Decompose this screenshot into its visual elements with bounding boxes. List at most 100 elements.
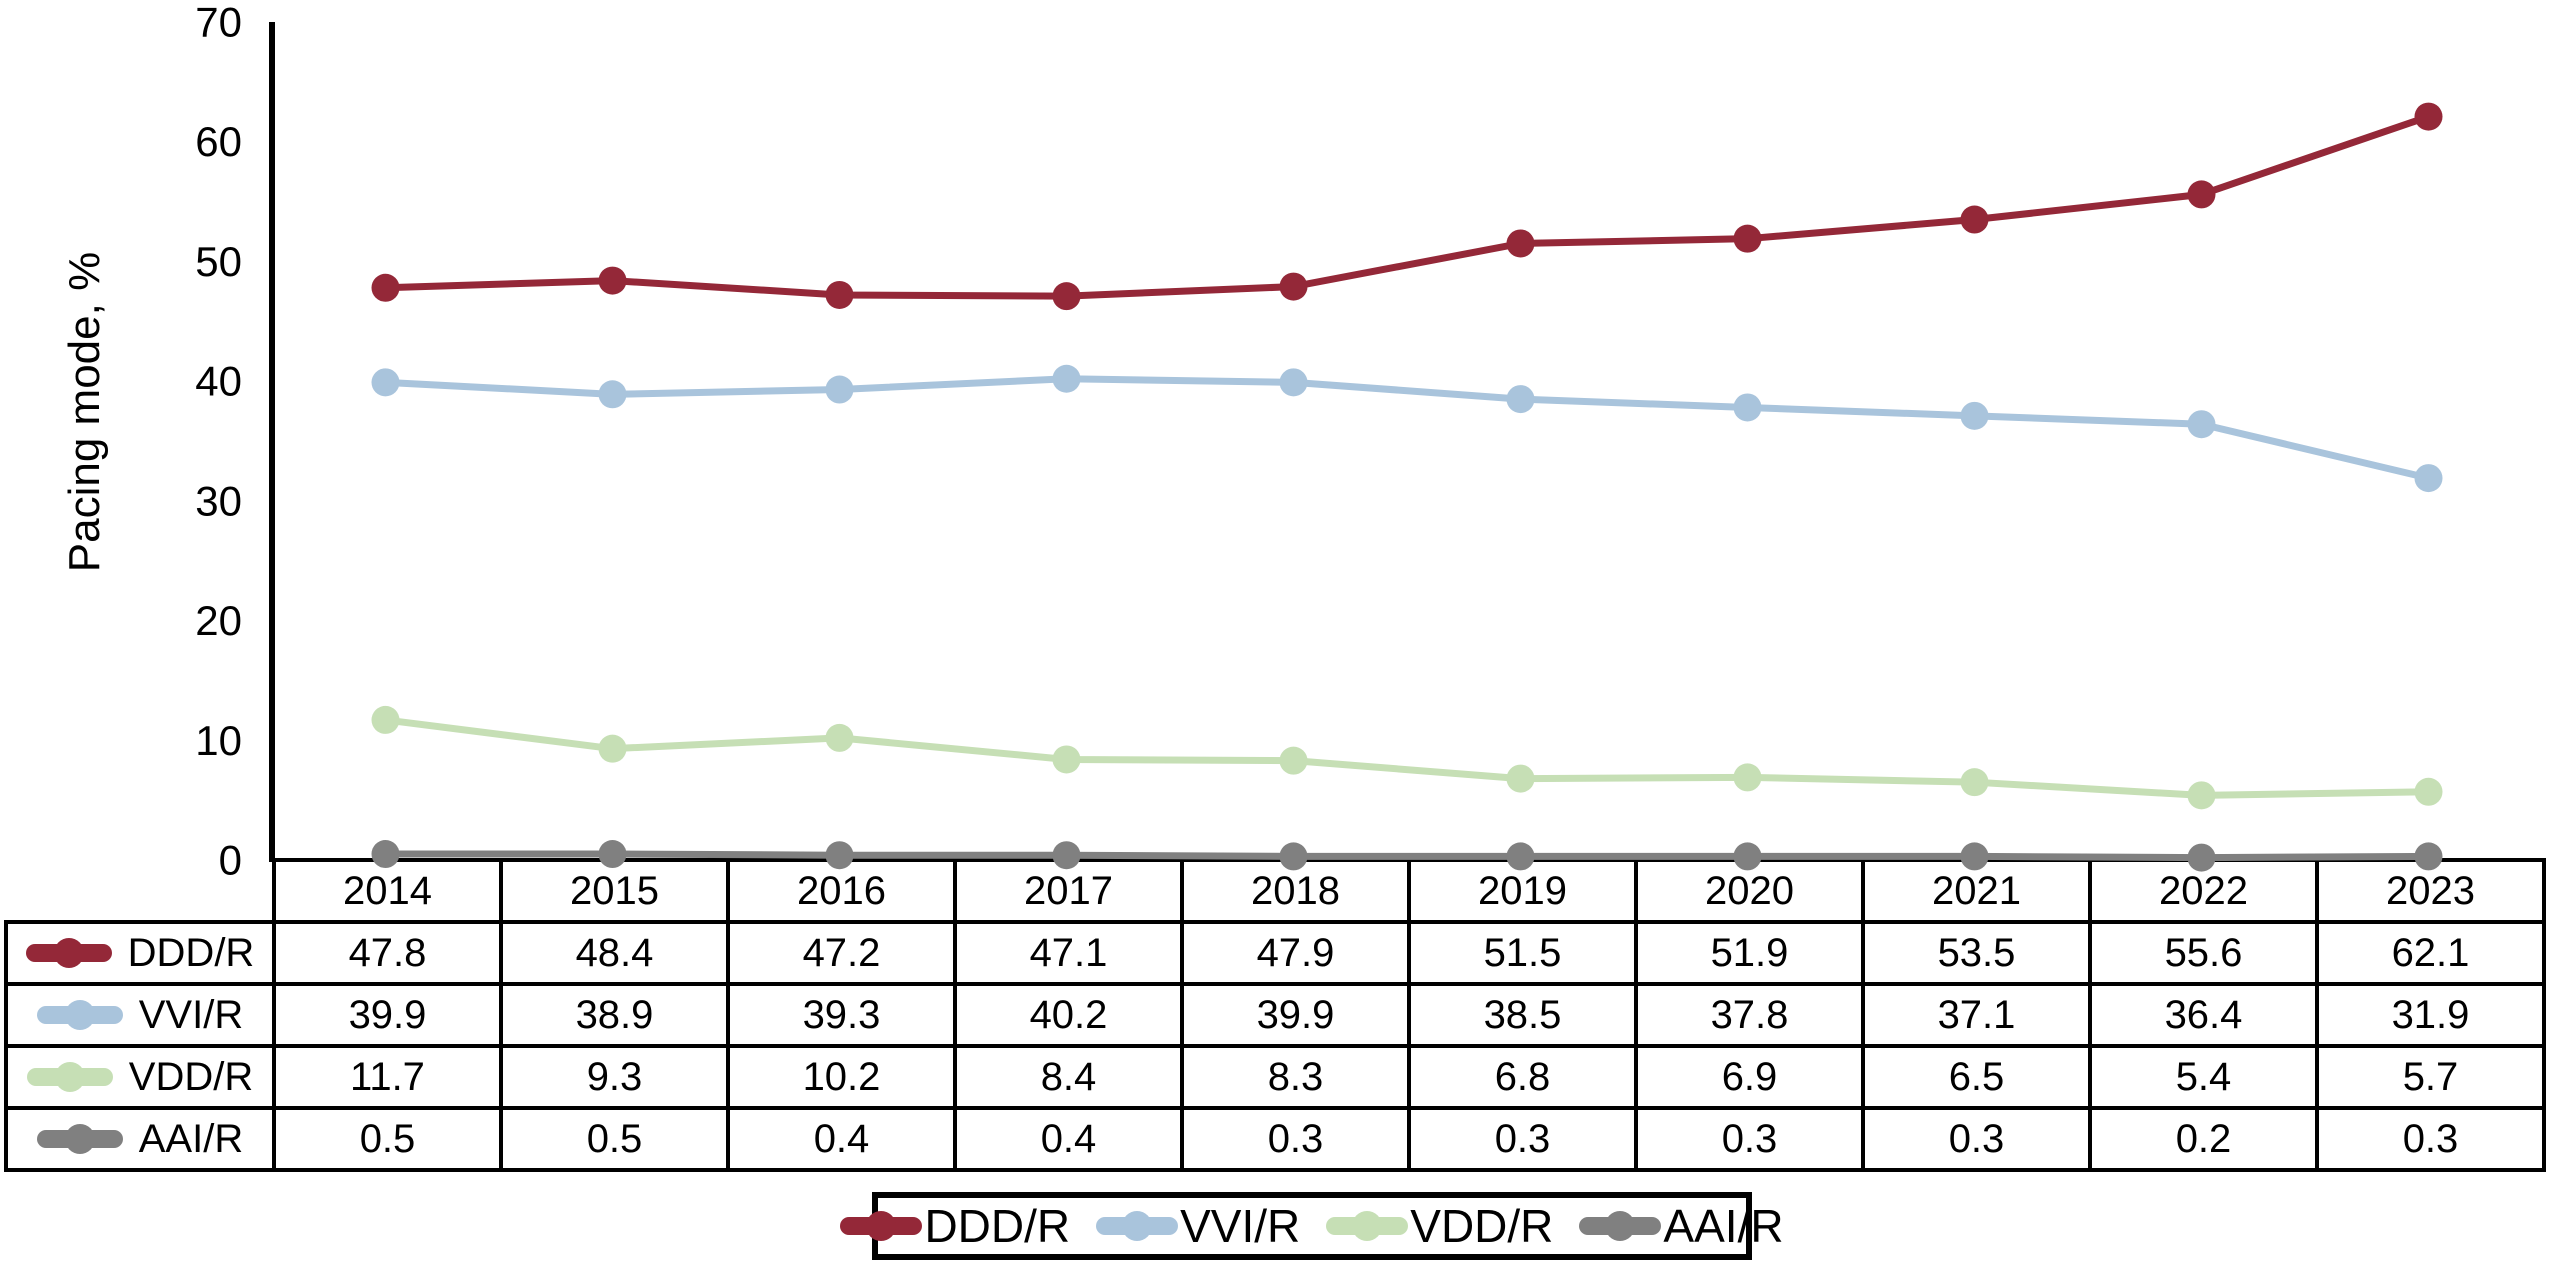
table-cell-aai-r-2023: 0.3 <box>2315 1106 2546 1172</box>
table-cell-vvi-r-2014: 39.9 <box>272 982 503 1048</box>
table-row-aai-r: AAI/R 0.5 0.5 0.4 0.4 0.3 0.3 0.3 0.3 0.2 0.3 <box>4 1106 2546 1172</box>
table-cell-vdd-r-2016: 10.2 <box>726 1044 957 1110</box>
legend-label-aai-r: AAI/R <box>1663 1200 1784 1252</box>
legend-label-vdd-r: VDD/R <box>1410 1200 1554 1252</box>
table-cell-vdd-r-2020: 6.9 <box>1634 1044 1865 1110</box>
y-tick-label-30: 30 <box>195 477 242 524</box>
data-point-ddd-r-2015 <box>598 266 627 295</box>
y-axis-title: Pacing mode, % <box>60 251 109 573</box>
year-header-2015: 2015 <box>499 858 730 924</box>
table-cell-aai-r-2016: 0.4 <box>726 1106 957 1172</box>
y-tick-label-50: 50 <box>195 238 242 285</box>
table-cell-ddd-r-2019: 51.5 <box>1407 920 1638 986</box>
table-cell-vdd-r-2015: 9.3 <box>499 1044 730 1110</box>
table-cell-vdd-r-2019: 6.8 <box>1407 1044 1638 1110</box>
data-point-vvi-r-2015 <box>598 380 627 409</box>
data-point-vdd-r-2018 <box>1279 746 1308 775</box>
data-point-vvi-r-2023 <box>2414 464 2443 493</box>
data-point-ddd-r-2023 <box>2414 102 2443 131</box>
year-header-2014: 2014 <box>272 858 503 924</box>
series-name-label: AAI/R <box>138 1117 244 1161</box>
data-point-ddd-r-2019 <box>1506 229 1535 258</box>
table-cell-vvi-r-2022: 36.4 <box>2088 982 2319 1048</box>
legend-label-vvi-r: VVI/R <box>1180 1200 1301 1252</box>
table-cell-aai-r-2014: 0.5 <box>272 1106 503 1172</box>
legend-label-ddd-r: DDD/R <box>924 1200 1071 1252</box>
table-cell-vvi-r-2019: 38.5 <box>1407 982 1638 1048</box>
table-cell-vvi-r-2020: 37.8 <box>1634 982 1865 1048</box>
legend-item-vvi-r: VVI/R <box>1096 1203 1300 1249</box>
data-point-vvi-r-2014 <box>371 368 400 397</box>
year-header-2021: 2021 <box>1861 858 2092 924</box>
table-cell-aai-r-2018: 0.3 <box>1180 1106 1411 1172</box>
line-marker-icon-legend-vdd-r <box>1326 1210 1409 1242</box>
year-header-2020: 2020 <box>1634 858 1865 924</box>
table-cell-aai-r-2022: 0.2 <box>2088 1106 2319 1172</box>
legend-item-vdd-r: VDD/R <box>1326 1203 1553 1249</box>
table-cell-vdd-r-2022: 5.4 <box>2088 1044 2319 1110</box>
data-point-vdd-r-2015 <box>598 734 627 763</box>
data-table: 2014 2015 2016 2017 2018 2019 2020 2021 2022 2023… <box>4 858 2546 1172</box>
data-point-vvi-r-2022 <box>2187 410 2216 439</box>
y-tick-label-40: 40 <box>195 358 242 405</box>
y-tick-label-10: 10 <box>195 717 242 764</box>
table-cell-aai-r-2021: 0.3 <box>1861 1106 2092 1172</box>
year-header-2016: 2016 <box>726 858 957 924</box>
table-cell-ddd-r-2018: 47.9 <box>1180 920 1411 986</box>
table-row-vdd-r: VDD/R 11.7 9.3 10.2 8.4 8.3 6.8 6.9 6.5 5.4 5.7 <box>4 1044 2546 1110</box>
table-row-ddd-r: DDD/R 47.8 48.4 47.2 47.1 47.9 51.5 51.9 53.5 55.… <box>4 920 2546 986</box>
year-header-2023: 2023 <box>2315 858 2546 924</box>
row-label-vvi-r: VVI/R <box>4 982 276 1048</box>
series-name-label: VDD/R <box>128 1055 254 1099</box>
data-point-vvi-r-2018 <box>1279 368 1308 397</box>
table-cell-ddd-r-2020: 51.9 <box>1634 920 1865 986</box>
table-cell-vvi-r-2017: 40.2 <box>953 982 1184 1048</box>
chart-legend: DDD/R VVI/R VDD/R AAI/R <box>840 1192 1784 1260</box>
series-line-vvi-r <box>385 375 2430 482</box>
table-cell-vvi-r-2023: 31.9 <box>2315 982 2546 1048</box>
table-cell-aai-r-2015: 0.5 <box>499 1106 730 1172</box>
data-point-ddd-r-2022 <box>2187 180 2216 209</box>
table-cell-ddd-r-2014: 47.8 <box>272 920 503 986</box>
year-header-2017: 2017 <box>953 858 1184 924</box>
data-point-ddd-r-2016 <box>825 280 854 309</box>
data-point-ddd-r-2021 <box>1960 205 1989 234</box>
line-marker-icon-legend-aai-r <box>1579 1210 1662 1242</box>
line-marker-icon-legend-ddd-r <box>840 1210 923 1242</box>
table-cell-aai-r-2019: 0.3 <box>1407 1106 1638 1172</box>
table-cell-aai-r-2020: 0.3 <box>1634 1106 1865 1172</box>
table-cell-vdd-r-2023: 5.7 <box>2315 1044 2546 1110</box>
table-cell-vvi-r-2015: 38.9 <box>499 982 730 1048</box>
table-cell-vdd-r-2021: 6.5 <box>1861 1044 2092 1110</box>
table-corner-blank <box>6 860 274 922</box>
y-tick-label-60: 60 <box>195 118 242 165</box>
table-header-row: 2014 2015 2016 2017 2018 2019 2020 2021 2022 2023 <box>6 858 2546 924</box>
table-cell-ddd-r-2023: 62.1 <box>2315 920 2546 986</box>
data-point-vdd-r-2017 <box>1052 745 1081 774</box>
line-marker-icon-legend-vvi-r <box>1096 1210 1179 1242</box>
legend-item-ddd-r: DDD/R <box>840 1203 1070 1249</box>
series-line-ddd-r <box>385 113 2430 300</box>
line-marker-icon-vdd-r <box>26 1061 113 1093</box>
y-tick-label-20: 20 <box>195 597 242 644</box>
data-point-vdd-r-2022 <box>2187 781 2216 810</box>
data-point-vdd-r-2020 <box>1733 763 1762 792</box>
data-point-vdd-r-2023 <box>2414 777 2443 806</box>
year-header-2019: 2019 <box>1407 858 1638 924</box>
table-cell-aai-r-2017: 0.4 <box>953 1106 1184 1172</box>
data-point-vdd-r-2019 <box>1506 764 1535 793</box>
table-cell-vvi-r-2018: 39.9 <box>1180 982 1411 1048</box>
series-name-label: DDD/R <box>127 931 255 975</box>
y-tick-label-70: 70 <box>195 0 242 46</box>
year-header-2018: 2018 <box>1180 858 1411 924</box>
data-point-vvi-r-2020 <box>1733 393 1762 422</box>
data-point-ddd-r-2017 <box>1052 282 1081 311</box>
row-label-aai-r: AAI/R <box>4 1106 276 1172</box>
data-point-ddd-r-2014 <box>371 273 400 302</box>
table-cell-vdd-r-2017: 8.4 <box>953 1044 1184 1110</box>
table-cell-vdd-r-2014: 11.7 <box>272 1044 503 1110</box>
line-marker-icon-aai-r <box>36 1123 123 1155</box>
data-point-ddd-r-2018 <box>1279 272 1308 301</box>
table-cell-vvi-r-2016: 39.3 <box>726 982 957 1048</box>
